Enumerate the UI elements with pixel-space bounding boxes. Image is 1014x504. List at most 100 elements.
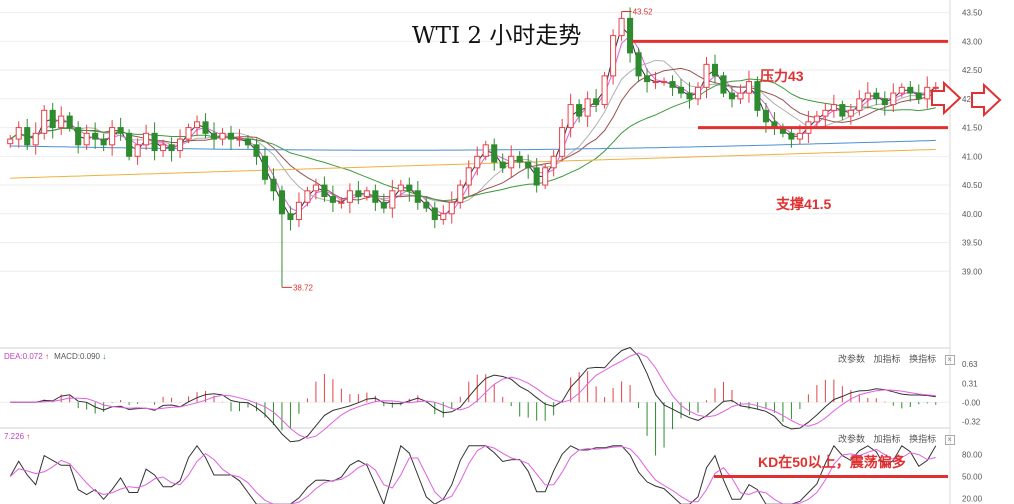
candle-body [601, 75, 608, 106]
candle-body [856, 98, 863, 111]
candle-body [117, 127, 124, 134]
candle-body [346, 190, 353, 203]
candle-body [694, 86, 702, 100]
candle-body [932, 86, 939, 89]
candle-body [627, 17, 634, 54]
overlay: 43.52 38.72 [281, 7, 948, 292]
candle-body [185, 127, 192, 140]
candle-body [559, 127, 566, 157]
kd-tick-label: 80.00 [962, 451, 983, 460]
chart-title: WTI 2 小时走势 [412, 23, 582, 49]
kd-legend: 7.226 ↑ [4, 432, 30, 441]
macd-close-icon[interactable]: × [944, 355, 955, 365]
candle-body [652, 81, 659, 84]
candle-body [508, 155, 515, 169]
candle-body [244, 138, 252, 146]
candle-body [465, 167, 472, 186]
price-axis: 43.5043.0042.5042.0041.5041.0040.5040.00… [962, 9, 983, 504]
candle-body [151, 132, 158, 152]
candle-body [813, 115, 820, 123]
kd-panel-buttons: 改参数 加指标 换指标 × [832, 432, 955, 445]
macd-panel-buttons: 改参数 加指标 换指标 × [832, 352, 955, 365]
candle-body [193, 121, 201, 129]
candle-body [406, 184, 413, 192]
candle-body [924, 86, 931, 100]
candle-body [796, 132, 803, 140]
price-tick-label: 41.00 [962, 152, 983, 161]
candle-body [363, 190, 370, 198]
candle-body [202, 121, 209, 134]
macd-panel-plot [0, 346, 950, 456]
candle-body [890, 92, 897, 106]
candle-body [533, 167, 540, 186]
candle-body [160, 144, 167, 152]
grid-lines [0, 0, 951, 504]
candle-body [915, 92, 922, 100]
candle-body [822, 109, 829, 117]
candle-body [312, 184, 319, 192]
candle-body [210, 132, 218, 140]
candle-body [295, 201, 302, 221]
candle-body [864, 92, 871, 100]
ma-line [10, 148, 936, 179]
macd-add-indicator-button[interactable]: 加指标 [873, 354, 901, 364]
candle-body [15, 127, 22, 140]
kd-panel-plot [9, 444, 948, 504]
candle-body [576, 104, 583, 117]
candle-body [143, 132, 150, 146]
candle-body [898, 86, 905, 94]
candlesticks [7, 7, 939, 288]
price-tick-label: 43.50 [962, 9, 983, 18]
candle-body [7, 138, 14, 145]
candle-body [236, 138, 243, 141]
candle-body [525, 161, 532, 169]
candle-body [168, 144, 175, 152]
macd-edit-params-button[interactable]: 改参数 [838, 354, 866, 364]
dif-line [10, 346, 936, 443]
candle-body [414, 190, 421, 203]
high-price-label: 43.52 [633, 7, 654, 16]
candle-body [720, 75, 727, 94]
candle-body [304, 190, 311, 203]
candle-body [482, 144, 489, 157]
resistance-label: 压力43 [760, 68, 804, 84]
candle-body [92, 132, 99, 140]
macd-tick-label: -0.00 [962, 398, 981, 407]
candle-body [278, 190, 286, 215]
kd-edit-params-button[interactable]: 改参数 [838, 434, 866, 444]
candle-body [516, 155, 523, 163]
moving-averages [9, 26, 937, 218]
candle-body [618, 17, 625, 37]
candle-body [397, 184, 404, 192]
candle-body [762, 109, 769, 123]
candle-body [338, 201, 345, 204]
d-line [9, 445, 936, 504]
price-tick-label: 41.50 [962, 124, 983, 133]
ma-line [9, 78, 936, 202]
price-tick-label: 40.00 [962, 210, 983, 219]
candle-body [737, 92, 744, 100]
price-tick-label: 39.50 [962, 239, 983, 248]
candle-body [873, 92, 880, 100]
kd-close-icon[interactable]: × [944, 435, 955, 445]
candle-body [431, 207, 438, 221]
candle-body [287, 213, 294, 221]
candle-body [711, 63, 719, 77]
macd-switch-indicator-button[interactable]: 换指标 [909, 354, 937, 364]
candle-body [355, 190, 362, 198]
arrows [931, 80, 1002, 118]
candle-body [644, 75, 651, 83]
kd-add-indicator-button[interactable]: 加指标 [873, 434, 901, 444]
ma-line [9, 59, 936, 204]
candle-body [253, 144, 260, 157]
candle-body [126, 132, 133, 157]
dea-label: DEA:0.072 [4, 352, 43, 361]
candle-body [227, 132, 235, 140]
candle-body [270, 178, 277, 192]
candle-body [830, 104, 837, 111]
kd-switch-indicator-button[interactable]: 换指标 [909, 434, 937, 444]
candle-body [635, 52, 642, 77]
candle-body [881, 98, 888, 106]
candle-body [457, 184, 464, 203]
